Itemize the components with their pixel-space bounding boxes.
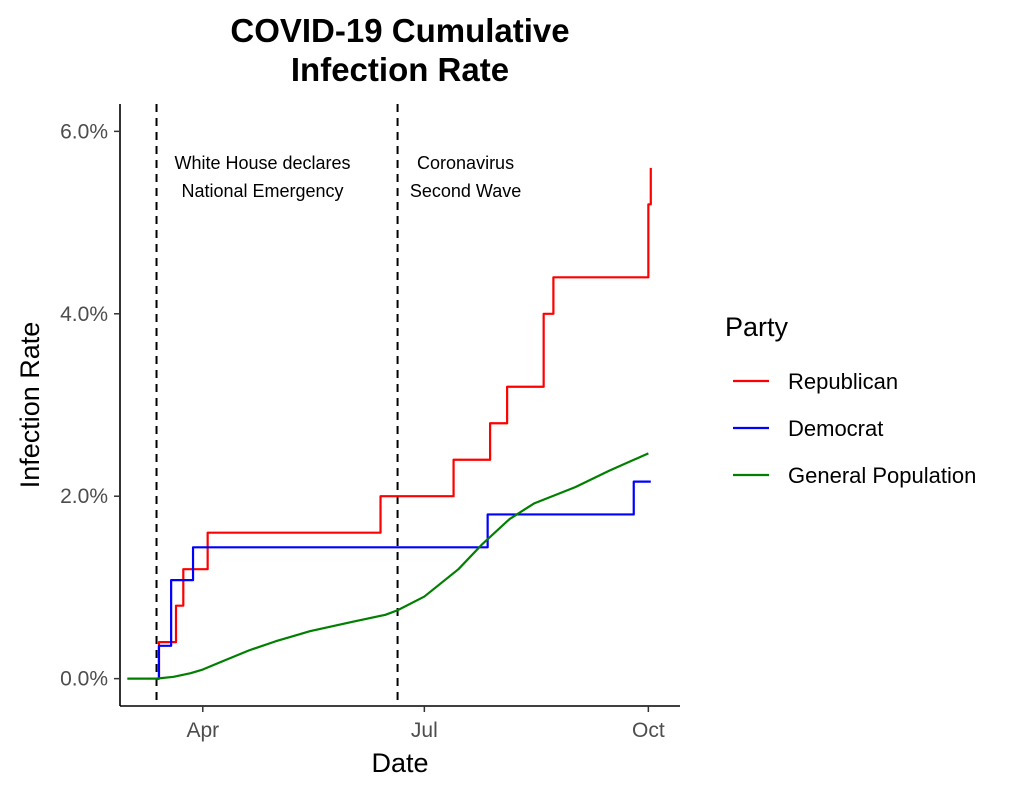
legend-label-republican: Republican bbox=[788, 369, 898, 394]
chart-title-line-2: Infection Rate bbox=[291, 51, 509, 88]
legend-label-general-population: General Population bbox=[788, 463, 976, 488]
series-line-democrat bbox=[156, 480, 651, 680]
x-tick-label: Oct bbox=[632, 719, 665, 742]
annotation-lines: White House declares National Emergency Co… bbox=[155, 104, 521, 706]
legend-entries: Republican Democrat General Population bbox=[733, 369, 976, 488]
legend-label-democrat: Democrat bbox=[788, 416, 883, 441]
series-layer bbox=[127, 167, 652, 680]
y-tick-label: 6.0% bbox=[60, 120, 108, 143]
legend-title: Party bbox=[725, 312, 789, 342]
annotation-label-2-line-1: Coronavirus bbox=[417, 153, 514, 173]
series-line-general-population bbox=[127, 452, 649, 680]
y-axis-ticks: 0.0% 2.0% 4.0% 6.0% bbox=[60, 120, 120, 691]
x-tick-label: Jul bbox=[411, 719, 438, 742]
annotation-label-2-line-2: Second Wave bbox=[410, 181, 521, 201]
y-tick-label: 0.0% bbox=[60, 668, 108, 691]
annotation-label-1-line-2: National Emergency bbox=[181, 181, 343, 201]
x-tick-label: Apr bbox=[186, 719, 219, 742]
x-axis-title: Date bbox=[371, 748, 428, 778]
x-axis-ticks: Apr Jul Oct bbox=[186, 706, 665, 742]
y-tick-label: 2.0% bbox=[60, 485, 108, 508]
y-axis-title: Infection Rate bbox=[15, 322, 45, 489]
annotation-label-1-line-1: White House declares bbox=[174, 153, 350, 173]
y-tick-label: 4.0% bbox=[60, 303, 108, 326]
series-line-republican bbox=[156, 167, 652, 680]
chart-title-line-1: COVID-19 Cumulative bbox=[230, 12, 569, 49]
legend: Party Republican Democrat General Populati… bbox=[725, 312, 976, 488]
